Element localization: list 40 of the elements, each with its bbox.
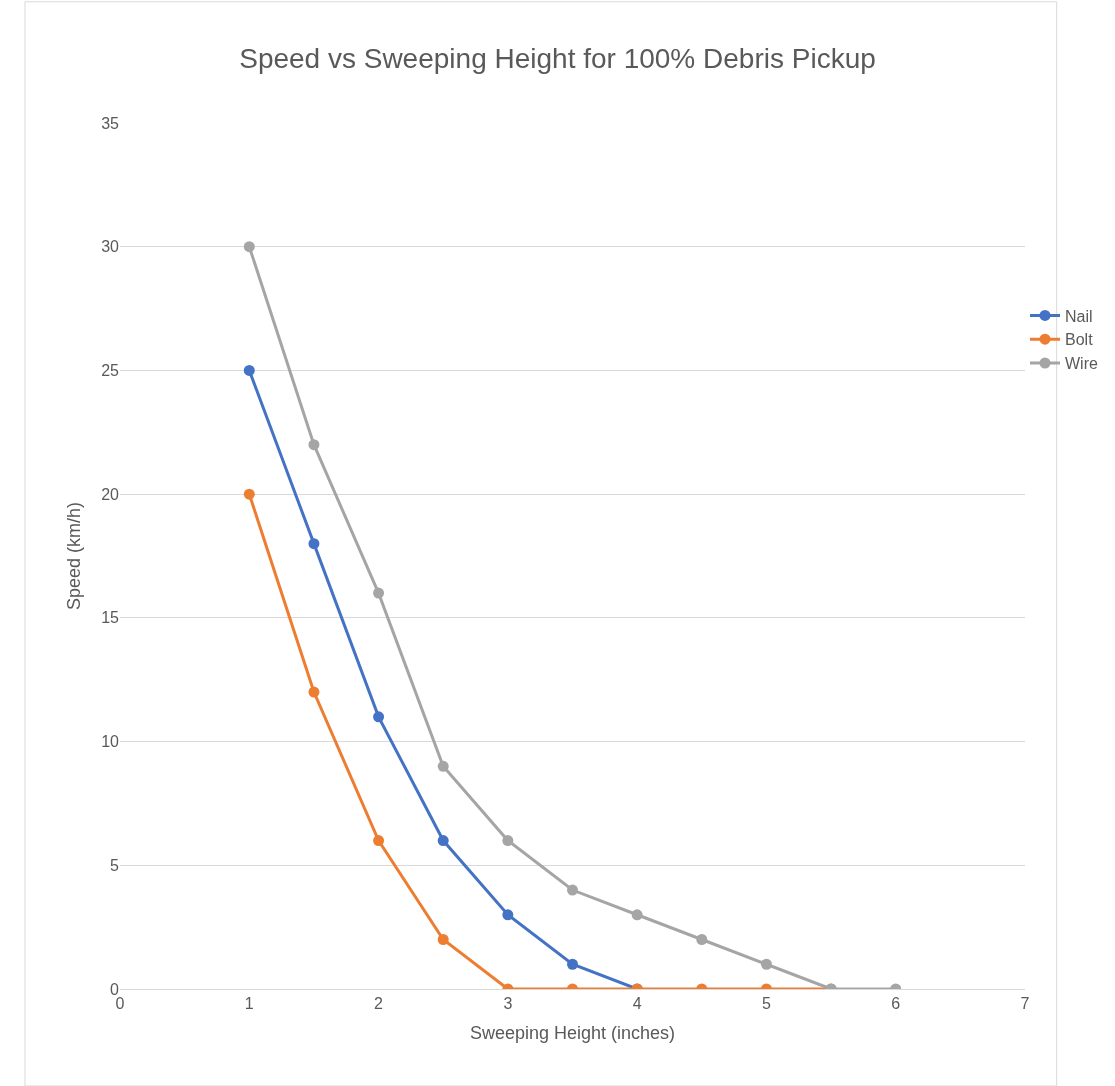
x-tick-label: 5 bbox=[761, 995, 771, 1013]
y-axis-title: Speed (km/h) bbox=[64, 501, 85, 611]
point bbox=[696, 934, 708, 946]
y-tick-label: 20 bbox=[101, 485, 120, 503]
y-tick-label: 5 bbox=[110, 856, 120, 874]
point bbox=[243, 364, 255, 376]
x-axis-title: Sweeping Height (inches) bbox=[469, 1023, 676, 1044]
point bbox=[437, 760, 449, 772]
point bbox=[373, 587, 385, 599]
x-tick-label: 3 bbox=[503, 995, 513, 1013]
legend-label: Wire bbox=[1065, 355, 1098, 373]
point bbox=[308, 686, 320, 698]
y-tick-label: 10 bbox=[101, 733, 120, 751]
point bbox=[243, 488, 255, 500]
y-tick-label: 30 bbox=[101, 238, 120, 256]
point bbox=[373, 711, 385, 723]
legend-label: Bolt bbox=[1065, 331, 1094, 349]
x-tick-label: 6 bbox=[891, 995, 901, 1013]
point bbox=[373, 835, 385, 847]
x-tick-label: 4 bbox=[632, 995, 642, 1013]
point bbox=[308, 439, 320, 451]
x-tick-label: 7 bbox=[1020, 995, 1030, 1013]
point bbox=[437, 835, 449, 847]
point bbox=[567, 884, 578, 896]
point bbox=[308, 538, 320, 550]
y-tick-label: 15 bbox=[101, 609, 120, 627]
legend-label: Nail bbox=[1065, 307, 1093, 325]
y-tick-label: 25 bbox=[101, 362, 120, 380]
point bbox=[502, 835, 514, 847]
x-tick-label: 2 bbox=[374, 995, 384, 1013]
point bbox=[760, 958, 772, 970]
y-tick-label: 0 bbox=[110, 980, 120, 998]
point bbox=[437, 934, 449, 946]
chart-title: Speed vs Sweeping Height for 100% Debris Pickup bbox=[239, 43, 876, 75]
point bbox=[243, 241, 255, 253]
point bbox=[631, 909, 643, 921]
point bbox=[502, 909, 514, 921]
point bbox=[567, 958, 578, 970]
x-tick-label: 1 bbox=[244, 995, 254, 1013]
y-tick-label: 35 bbox=[101, 114, 120, 132]
